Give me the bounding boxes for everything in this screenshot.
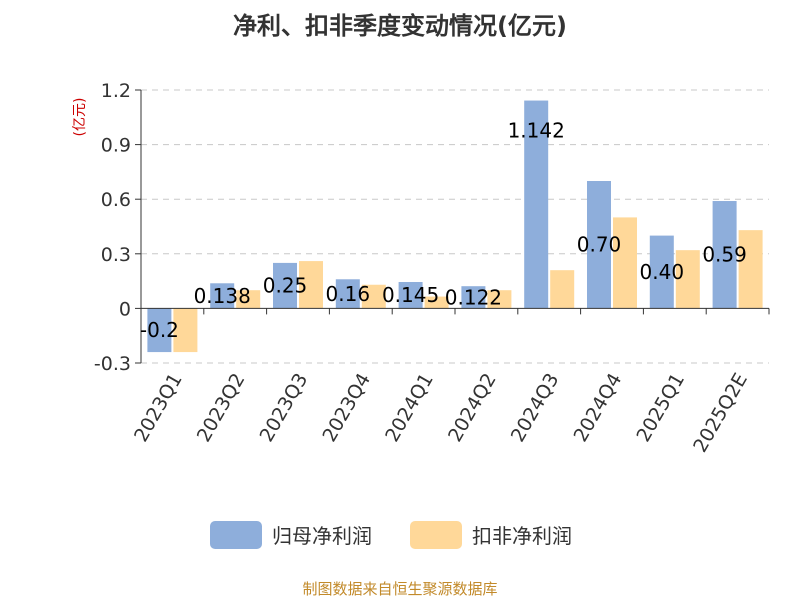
x-axis-ticks: 2023Q1 2023Q2 2023Q3 2023Q4 2024Q1 2024Q2 2024… — [130, 308, 770, 457]
bar-deducted-profit-2025Q1 — [675, 250, 700, 309]
bar-net-profit-2024Q1 — [398, 282, 423, 309]
data-label: 0.25 — [263, 274, 308, 298]
data-label: 0.138 — [194, 284, 251, 308]
data-label: 0.40 — [640, 260, 685, 284]
legend-label-deducted-profit: 扣非净利润 — [472, 524, 572, 548]
bar-net-profit-2025Q1 — [649, 235, 674, 309]
x-tick-label: 2024Q4 — [570, 370, 627, 446]
data-labels: -0.2 0.138 0.25 0.16 0.145 0.122 1.142 0.70 0.40… — [140, 119, 747, 343]
bar-net-profit-2024Q3 — [524, 100, 549, 309]
x-tick-label: 2025Q2E — [689, 370, 752, 457]
x-tick-label: 2024Q2 — [444, 370, 501, 446]
bar-deducted-profit-2023Q3 — [299, 261, 323, 309]
data-label: -0.2 — [140, 318, 179, 342]
data-label: 0.145 — [382, 283, 439, 307]
data-label: 1.142 — [508, 119, 565, 143]
bar-net-profit-2023Q1 — [147, 308, 172, 353]
x-tick-label: 2023Q2 — [193, 370, 250, 446]
data-label: 0.16 — [326, 282, 371, 306]
x-tick-label: 2023Q4 — [318, 370, 375, 446]
bar-deducted-profit-2025Q2E — [738, 230, 763, 309]
data-label: 0.70 — [577, 233, 622, 257]
bar-net-profit-2024Q2 — [461, 286, 486, 309]
axes — [140, 90, 769, 363]
y-tick-label: 0 — [119, 298, 131, 320]
bar-deducted-profit-2024Q3 — [550, 270, 575, 309]
gridlines — [141, 89, 769, 364]
legend-swatch-deducted-profit — [410, 521, 462, 549]
legend-label-net-profit: 归母净利润 — [272, 524, 372, 548]
bar-deducted-profit-2024Q4 — [613, 217, 637, 309]
bar-series — [147, 100, 763, 353]
legend: 归母净利润 扣非净利润 — [210, 521, 572, 549]
x-tick-label: 2023Q1 — [130, 370, 187, 446]
y-tick-label: 0.3 — [101, 244, 131, 266]
bar-net-profit-2023Q4 — [335, 279, 360, 309]
y-tick-label: 0.6 — [101, 189, 131, 211]
y-tick-label: -0.3 — [94, 353, 131, 375]
x-tick-label: 2025Q1 — [632, 370, 689, 446]
y-axis-ticks: 1.2 0.9 0.6 0.3 0 -0.3 — [94, 80, 141, 375]
legend-swatch-net-profit — [210, 521, 262, 549]
y-tick-label: 1.2 — [101, 80, 131, 102]
data-label: 0.59 — [702, 243, 747, 267]
data-label: 0.122 — [445, 285, 502, 309]
bar-deducted-profit-2023Q2 — [236, 290, 261, 309]
bar-net-profit-2025Q2E — [712, 201, 737, 309]
y-tick-label: 0.9 — [101, 135, 131, 157]
y-axis-label: (亿元) — [72, 98, 88, 137]
bar-net-profit-2023Q3 — [273, 262, 297, 309]
x-tick-label: 2024Q3 — [507, 370, 564, 446]
bar-deducted-profit-2024Q2 — [487, 290, 512, 309]
bar-deducted-profit-2023Q4 — [361, 284, 386, 309]
bar-deducted-profit-2023Q1 — [173, 308, 198, 353]
x-tick-label: 2023Q3 — [256, 370, 313, 446]
bar-net-profit-2023Q2 — [210, 283, 235, 309]
bar-net-profit-2024Q4 — [587, 181, 611, 309]
source-note: 制图数据来自恒生聚源数据库 — [302, 580, 497, 598]
chart-title: 净利、扣非季度变动情况(亿元) — [233, 12, 567, 40]
x-tick-label: 2024Q1 — [381, 370, 438, 446]
bar-deducted-profit-2024Q1 — [424, 296, 449, 309]
